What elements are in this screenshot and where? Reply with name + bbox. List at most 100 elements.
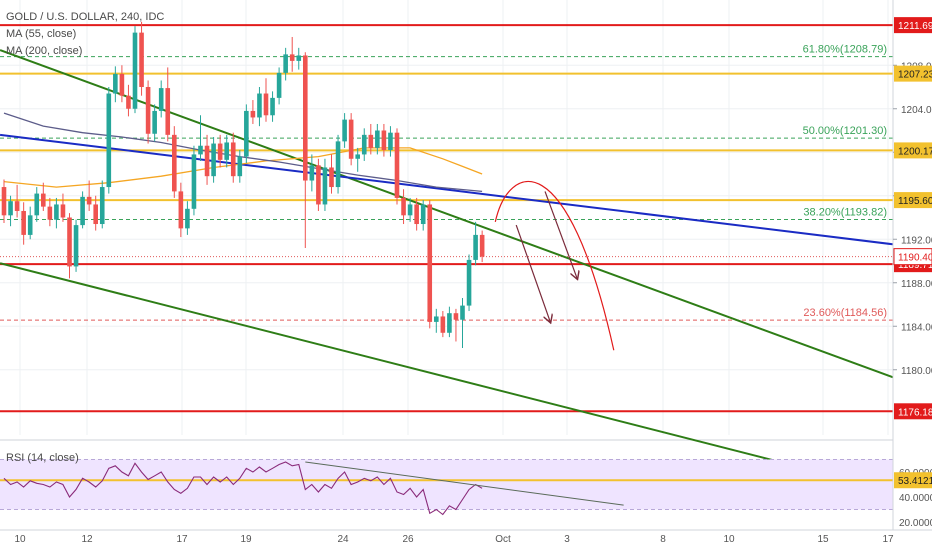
candle-body	[119, 73, 125, 96]
candle-body	[388, 132, 393, 151]
candle-body	[198, 145, 203, 155]
fib-label: 38.20%(1193.82)	[803, 206, 887, 218]
candle-body	[47, 206, 53, 220]
candle-body	[394, 132, 400, 198]
candle-body	[460, 305, 465, 320]
candle-body	[283, 54, 288, 73]
candle-body	[21, 210, 26, 235]
price-tick-label: 1192.00	[901, 235, 932, 246]
candle-body	[414, 204, 419, 225]
candle-body	[80, 196, 85, 226]
candle-body	[342, 119, 347, 142]
time-tick-label: 8	[660, 534, 666, 545]
candle-body	[60, 204, 66, 218]
candle-body	[447, 313, 452, 333]
fibonacci-levels: 61.80%(1208.79) 50.00%(1201.30) 38.20%(119…	[0, 44, 893, 321]
rsi-band	[0, 459, 893, 510]
candle-body	[54, 204, 59, 220]
candle-body	[165, 88, 171, 135]
candle-body	[230, 142, 236, 177]
time-tick-label: 24	[337, 534, 349, 545]
candle-body	[348, 119, 354, 159]
candle-body	[132, 32, 138, 109]
candle-body	[41, 193, 46, 207]
candle-body	[93, 204, 98, 225]
level-price-tag: 1195.60	[898, 196, 932, 207]
candle-body	[335, 141, 341, 188]
rsi-legend[interactable]: RSI (14, close)	[6, 452, 79, 464]
ma200-legend[interactable]: MA (200, close)	[6, 45, 83, 57]
level-price-tag: 1200.17	[898, 146, 932, 157]
candle-body	[1, 187, 7, 216]
time-tick-label: 19	[240, 534, 252, 545]
candle-body	[381, 130, 387, 151]
candle-body	[178, 191, 184, 229]
trendline	[0, 262, 897, 493]
time-tick-label: 17	[882, 534, 894, 545]
candle-body	[34, 193, 40, 216]
price-tick-label: 1180.00	[901, 366, 932, 377]
candle-body	[27, 215, 33, 235]
candle-body	[368, 134, 374, 148]
ma55-line	[3, 147, 483, 188]
candle-body	[289, 54, 295, 61]
candle-body	[139, 32, 144, 87]
candle-body	[244, 110, 249, 157]
candle-body	[152, 110, 157, 134]
candle-body	[276, 72, 282, 98]
time-tick-label: 10	[723, 534, 735, 545]
candle-body	[316, 165, 321, 205]
candle-body	[86, 196, 92, 205]
level-price-tag: 1211.69	[898, 21, 932, 32]
current-price-tag-border	[893, 248, 932, 266]
time-tick-label: 26	[402, 534, 414, 545]
candle-body	[145, 87, 151, 134]
candle-body	[67, 217, 72, 267]
candle-body	[420, 204, 426, 225]
current-price-tag-bg	[894, 248, 932, 265]
candle-body	[322, 167, 328, 205]
level-price-tag-bg	[894, 192, 932, 209]
candle-body	[158, 88, 164, 111]
candle-body	[126, 95, 131, 109]
candle-body	[407, 204, 413, 216]
candle-body	[355, 154, 360, 159]
level-price-tag: 1207.23	[898, 70, 932, 81]
candle-body	[361, 134, 367, 155]
level-price-tag-bg	[894, 17, 932, 34]
candle-body	[427, 204, 433, 322]
time-axis[interactable]: 10 12 17 19 24 26 Oct 3 8 10 15 17	[0, 529, 932, 545]
horizontal-levels	[0, 24, 893, 413]
candle-body	[191, 154, 197, 209]
candle-body	[99, 187, 105, 225]
candle-body	[14, 201, 20, 211]
price-axis-bg	[893, 0, 932, 550]
candle-body	[113, 73, 118, 94]
rsi-pane	[0, 459, 893, 516]
candle-body	[217, 143, 223, 160]
trendline	[0, 133, 897, 246]
rsi-line	[3, 461, 483, 516]
candle-body	[211, 143, 216, 177]
candle-body	[479, 234, 485, 257]
trendlines	[0, 49, 897, 493]
price-tick-label: 1184.00	[901, 322, 932, 333]
candle-body	[224, 142, 229, 160]
ma55-legend[interactable]: MA (55, close)	[6, 28, 77, 40]
rsi-value-tag: 53.4121	[898, 476, 932, 487]
time-tick-label: Oct	[495, 534, 511, 545]
price-tick-label: 1204.00	[901, 105, 932, 116]
current-price-tag: 1190.40	[898, 253, 932, 264]
candle-body	[473, 234, 478, 260]
level-price-tag: 1176.18	[898, 407, 932, 418]
projection-arrow	[515, 224, 550, 322]
fib-label: 61.80%(1208.79)	[803, 44, 887, 56]
candle-body	[172, 134, 177, 192]
candle-body	[185, 208, 190, 229]
rsi-value-tag-bg	[894, 472, 932, 489]
level-price-tag-bg	[894, 142, 932, 159]
candle-body	[106, 93, 112, 188]
price-axis[interactable]: 1180.001184.001188.001192.001196.001200.…	[892, 0, 932, 550]
candle-body	[257, 93, 262, 118]
